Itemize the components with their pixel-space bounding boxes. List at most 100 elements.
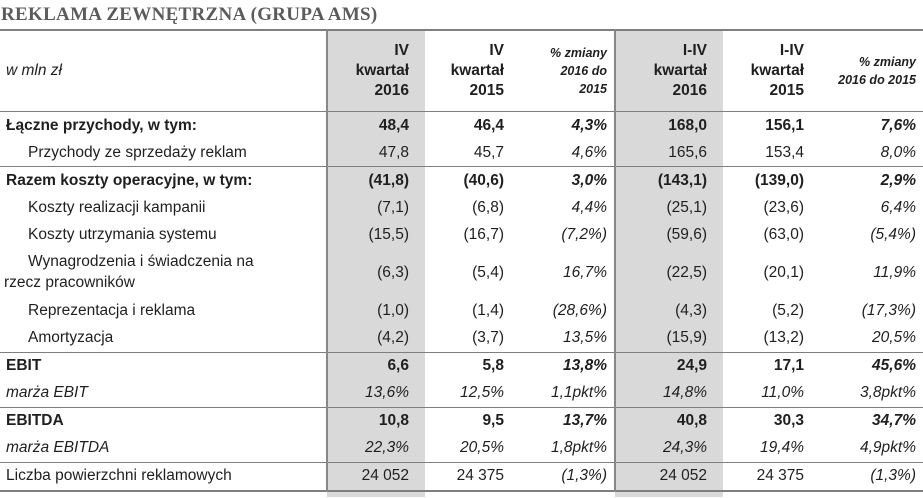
section-title: REKLAMA ZEWNĘTRZNA (GRUPA AMS) xyxy=(1,4,378,25)
value-cell: (23,6) xyxy=(763,198,805,216)
value-cell: 24 052 xyxy=(326,461,425,491)
value-cell: 24,3% xyxy=(614,434,723,463)
value-cell: 45,7 xyxy=(473,143,504,161)
value-cell: 24 052 xyxy=(614,461,723,491)
value-cell: (5,4) xyxy=(472,263,504,281)
row-label: Reprezentacja i reklama xyxy=(28,302,196,320)
row-label: Liczba powierzchni reklamowych xyxy=(0,461,327,491)
row-label: Wynagrodzenia i świadczenia na rzecz pra… xyxy=(4,253,254,291)
value-cell: 6,4% xyxy=(880,198,916,216)
column-header: IV kwartał 2015 xyxy=(425,30,520,112)
value-cell: 11,0% xyxy=(761,384,804,402)
table-row: Wynagrodzenia i świadczenia na rzecz pra… xyxy=(0,248,923,298)
value-cell: (5,4%) xyxy=(870,225,916,243)
value-cell: (22,5) xyxy=(614,248,723,298)
column-shade-tail xyxy=(615,491,723,497)
value-cell: 17,1 xyxy=(723,351,820,380)
value-cell: (1,0) xyxy=(326,297,425,325)
column-header: I-IV kwartał 2016 xyxy=(614,30,723,112)
row-label: Razem koszty operacyjne, w tym: xyxy=(0,166,327,194)
value-cell: 5,8 xyxy=(425,351,520,380)
value-cell: (7,2%) xyxy=(561,225,607,243)
table-row: marża EBITDA 22,3% 20,5% 1,8pkt% 24,3% 19,4% 4… xyxy=(0,434,923,463)
table-row: Przychody ze sprzedaży reklam 47,8 45,7 4,6… xyxy=(0,139,923,167)
value-cell: 153,4 xyxy=(765,143,804,161)
row-label: marża EBIT xyxy=(6,384,88,402)
column-header: % zmiany 2016 do 2015 xyxy=(520,30,615,112)
value-cell: (4,3) xyxy=(614,297,723,325)
value-cell: (25,1) xyxy=(614,194,723,221)
value-cell: 13,5% xyxy=(563,329,607,347)
value-cell: (40,6) xyxy=(425,166,520,194)
column-header: % zmiany 2016 do 2015 xyxy=(820,30,923,112)
value-cell: 165,6 xyxy=(614,139,723,167)
value-cell: (7,1) xyxy=(326,194,425,221)
value-cell: 9,5 xyxy=(425,406,520,435)
row-label: Koszty realizacji kampanii xyxy=(28,198,206,216)
value-cell: 1,1pkt% xyxy=(550,384,607,402)
table-row: Liczba powierzchni reklamowych 24 052 24 3… xyxy=(0,461,923,491)
value-cell: 19,4% xyxy=(760,439,804,457)
value-cell: (5,2) xyxy=(772,302,804,320)
row-label: Koszty utrzymania systemu xyxy=(28,225,217,243)
table-row: EBITDA 10,8 9,5 13,7% 40,8 30,3 34,7% xyxy=(0,406,923,435)
value-cell: (15,9) xyxy=(614,324,723,353)
value-cell: (59,6) xyxy=(614,221,723,248)
value-cell: 168,0 xyxy=(614,111,723,139)
value-cell: 11,9% xyxy=(873,263,916,281)
value-cell: (1,4) xyxy=(472,302,504,320)
value-cell: (16,7) xyxy=(463,225,505,243)
financial-table: w mln zł IV kwartał 2016 IV kwartał 2015%… xyxy=(0,29,923,492)
value-cell: 45,6% xyxy=(820,351,923,380)
column-header: IV kwartał 2016 xyxy=(326,30,425,112)
value-cell: 13,8% xyxy=(520,351,615,380)
row-label: EBIT xyxy=(0,351,327,380)
value-cell: 3,8pkt% xyxy=(859,384,916,402)
value-cell: 20,5% xyxy=(460,439,504,457)
column-shade-tail xyxy=(327,491,425,497)
value-cell: (15,5) xyxy=(326,221,425,248)
value-cell: (4,2) xyxy=(326,324,425,353)
value-cell: (1,3%) xyxy=(520,461,615,491)
value-cell: 14,8% xyxy=(614,379,723,408)
value-cell: 34,7% xyxy=(820,406,923,435)
value-cell: 22,3% xyxy=(326,434,425,463)
column-header: I-IV kwartał 2015 xyxy=(723,30,820,112)
value-cell: (3,7) xyxy=(472,329,504,347)
table-row: Amortyzacja (4,2) (3,7) 13,5% (15,9) (13,2) 20… xyxy=(0,324,923,353)
value-cell: (63,0) xyxy=(763,225,805,243)
value-cell: 13,6% xyxy=(326,379,425,408)
table-row: Koszty realizacji kampanii (7,1) (6,8) 4,4%… xyxy=(0,194,923,221)
row-label: Amortyzacja xyxy=(28,329,114,347)
value-cell: 7,6% xyxy=(880,116,916,134)
value-cell: (28,6%) xyxy=(552,302,607,320)
value-cell: 10,8 xyxy=(326,406,425,435)
value-cell: 1,8pkt% xyxy=(550,439,607,457)
value-cell: 24 375 xyxy=(723,461,820,491)
value-cell: 48,4 xyxy=(326,111,425,139)
value-cell: 4,3% xyxy=(571,116,607,134)
row-label: Łączne przychody, w tym: xyxy=(6,116,197,134)
row-label: EBITDA xyxy=(0,406,327,435)
value-cell: (6,3) xyxy=(326,248,425,298)
value-cell: (17,3%) xyxy=(861,302,916,320)
value-cell: 24 375 xyxy=(425,461,520,491)
row-label: Przychody ze sprzedaży reklam xyxy=(28,143,247,161)
value-cell: 4,4% xyxy=(571,198,607,216)
value-cell: 16,7% xyxy=(563,263,607,281)
table-row: EBIT 6,6 5,8 13,8% 24,9 17,1 45,6% xyxy=(0,351,923,380)
table-row: Łączne przychody, w tym: 48,4 46,4 4,3% 168,… xyxy=(0,111,923,139)
value-cell: 40,8 xyxy=(614,406,723,435)
table-row: Koszty utrzymania systemu (15,5) (16,7) (7,… xyxy=(0,221,923,248)
table-footer-decoration xyxy=(0,491,923,498)
value-cell: 4,9pkt% xyxy=(859,439,916,457)
table-row: Reprezentacja i reklama (1,0) (1,4) (28,6%)… xyxy=(0,297,923,325)
unit-label: w mln zł xyxy=(0,30,327,112)
value-cell: 4,6% xyxy=(571,143,607,161)
value-cell: 30,3 xyxy=(723,406,820,435)
value-cell: (1,3%) xyxy=(820,461,923,491)
value-cell: 2,9% xyxy=(820,166,923,194)
row-label: marża EBITDA xyxy=(6,439,110,457)
value-cell: 6,6 xyxy=(326,351,425,380)
value-cell: (143,1) xyxy=(614,166,723,194)
